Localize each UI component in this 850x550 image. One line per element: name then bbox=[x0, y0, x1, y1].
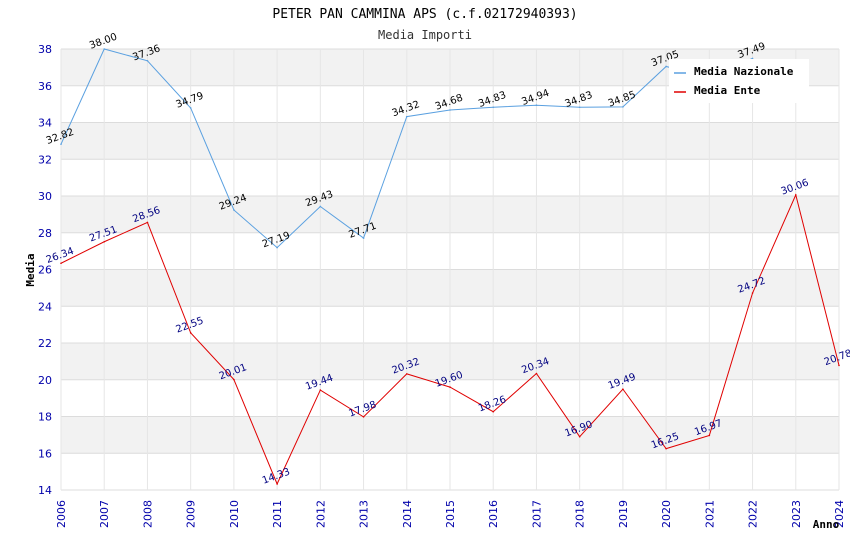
y-tick-label: 30 bbox=[38, 190, 52, 203]
data-point bbox=[665, 65, 667, 68]
y-tick-label: 34 bbox=[38, 117, 52, 130]
x-axis-ticks: 2006 2007 2008 2009 2010 2011 2012 2013 2014 2015… bbox=[55, 500, 846, 528]
data-point bbox=[622, 388, 624, 390]
y-axis-ticks: 14 16 18 20 22 24 26 28 30 32 34 36 38 bbox=[38, 43, 52, 497]
chart-subtitle: Media Importi bbox=[378, 28, 472, 42]
data-point bbox=[103, 48, 106, 50]
y-tick-label: 36 bbox=[38, 80, 52, 93]
x-tick-label: 2021 bbox=[703, 500, 716, 528]
data-point bbox=[492, 410, 495, 413]
x-tick-label: 2020 bbox=[660, 500, 673, 528]
x-tick-label: 2013 bbox=[358, 500, 371, 528]
data-point bbox=[449, 109, 451, 111]
x-tick-label: 2015 bbox=[444, 500, 457, 528]
data-point bbox=[665, 447, 667, 450]
y-tick-label: 20 bbox=[38, 374, 52, 387]
data-point bbox=[492, 106, 495, 109]
data-point bbox=[794, 194, 797, 196]
y-tick-label: 26 bbox=[38, 264, 52, 277]
x-axis-label: Anno bbox=[813, 518, 840, 531]
y-tick-label: 32 bbox=[38, 153, 52, 166]
y-tick-label: 24 bbox=[38, 300, 52, 313]
data-point bbox=[319, 205, 322, 208]
x-tick-label: 2019 bbox=[617, 500, 630, 528]
data-label: 14.33 bbox=[261, 467, 292, 487]
legend-label-nazionale: Media Nazionale bbox=[694, 65, 794, 78]
data-point bbox=[146, 221, 149, 224]
y-tick-label: 18 bbox=[38, 411, 52, 424]
legend: Media Nazionale Media Ente bbox=[669, 59, 809, 103]
data-point bbox=[751, 57, 754, 60]
data-label: 34.32 bbox=[391, 99, 422, 119]
data-point bbox=[535, 372, 538, 375]
data-point bbox=[189, 107, 192, 109]
x-tick-label: 2012 bbox=[314, 500, 327, 528]
x-tick-label: 2008 bbox=[141, 500, 154, 528]
y-tick-label: 16 bbox=[38, 447, 52, 460]
data-point bbox=[578, 435, 581, 438]
data-point bbox=[60, 143, 62, 145]
data-point bbox=[405, 115, 408, 118]
data-point bbox=[103, 240, 106, 243]
data-point bbox=[838, 364, 840, 367]
data-point bbox=[319, 389, 322, 391]
data-point bbox=[233, 209, 235, 211]
data-point bbox=[189, 332, 192, 334]
data-point bbox=[362, 237, 365, 239]
x-tick-label: 2016 bbox=[487, 500, 500, 528]
x-tick-label: 2024 bbox=[833, 500, 846, 528]
legend-box bbox=[669, 59, 809, 103]
data-label: 22.55 bbox=[174, 315, 205, 335]
x-tick-label: 2018 bbox=[574, 500, 587, 528]
y-tick-label: 22 bbox=[38, 337, 52, 350]
x-tick-label: 2011 bbox=[271, 500, 284, 528]
y-tick-label: 14 bbox=[38, 484, 52, 497]
data-point bbox=[233, 378, 235, 381]
data-point bbox=[146, 59, 149, 62]
legend-label-ente: Media Ente bbox=[694, 84, 761, 97]
x-tick-label: 2006 bbox=[55, 500, 68, 528]
y-axis-label: Media bbox=[24, 253, 37, 286]
data-point bbox=[751, 292, 754, 294]
data-point bbox=[405, 373, 408, 375]
data-point bbox=[708, 434, 711, 437]
data-point bbox=[276, 483, 278, 485]
data-point bbox=[449, 386, 451, 388]
x-tick-label: 2017 bbox=[530, 500, 543, 528]
data-point bbox=[60, 262, 62, 265]
data-point bbox=[578, 106, 581, 109]
data-label: 30.06 bbox=[780, 177, 811, 197]
x-tick-label: 2014 bbox=[401, 500, 414, 528]
data-point bbox=[535, 104, 538, 107]
x-tick-label: 2009 bbox=[185, 500, 198, 528]
y-tick-label: 38 bbox=[38, 43, 52, 56]
chart-title: PETER PAN CAMMINA APS (c.f.02172940393) bbox=[272, 7, 577, 22]
data-label: 26.34 bbox=[45, 246, 76, 266]
data-point bbox=[622, 106, 624, 108]
data-point bbox=[362, 416, 365, 418]
y-tick-label: 28 bbox=[38, 227, 52, 240]
x-tick-label: 2023 bbox=[790, 500, 803, 528]
x-tick-label: 2007 bbox=[98, 500, 111, 528]
x-tick-label: 2010 bbox=[228, 500, 241, 528]
data-point bbox=[276, 246, 278, 249]
x-tick-label: 2022 bbox=[747, 500, 760, 528]
